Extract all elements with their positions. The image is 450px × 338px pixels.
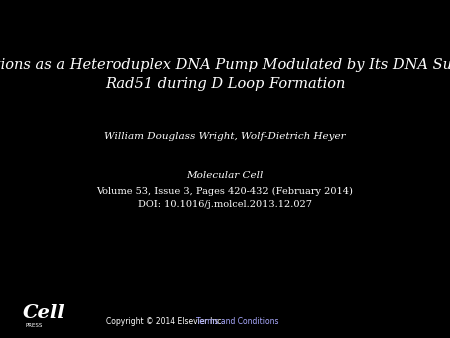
Text: William Douglass Wright, Wolf-Dietrich Heyer: William Douglass Wright, Wolf-Dietrich H… xyxy=(104,132,346,141)
Text: DOI: 10.1016/j.molcel.2013.12.027: DOI: 10.1016/j.molcel.2013.12.027 xyxy=(138,200,312,209)
Text: Cell: Cell xyxy=(22,304,65,322)
Text: Molecular Cell: Molecular Cell xyxy=(186,171,264,180)
Text: Copyright © 2014 Elsevier Inc.: Copyright © 2014 Elsevier Inc. xyxy=(106,317,228,325)
Text: PRESS: PRESS xyxy=(26,323,43,328)
Text: Terms and Conditions: Terms and Conditions xyxy=(196,317,278,325)
Text: Volume 53, Issue 3, Pages 420-432 (February 2014): Volume 53, Issue 3, Pages 420-432 (Febru… xyxy=(97,187,353,195)
Text: Rad54 Functions as a Heteroduplex DNA Pump Modulated by Its DNA Substrates and
R: Rad54 Functions as a Heteroduplex DNA Pu… xyxy=(0,57,450,91)
